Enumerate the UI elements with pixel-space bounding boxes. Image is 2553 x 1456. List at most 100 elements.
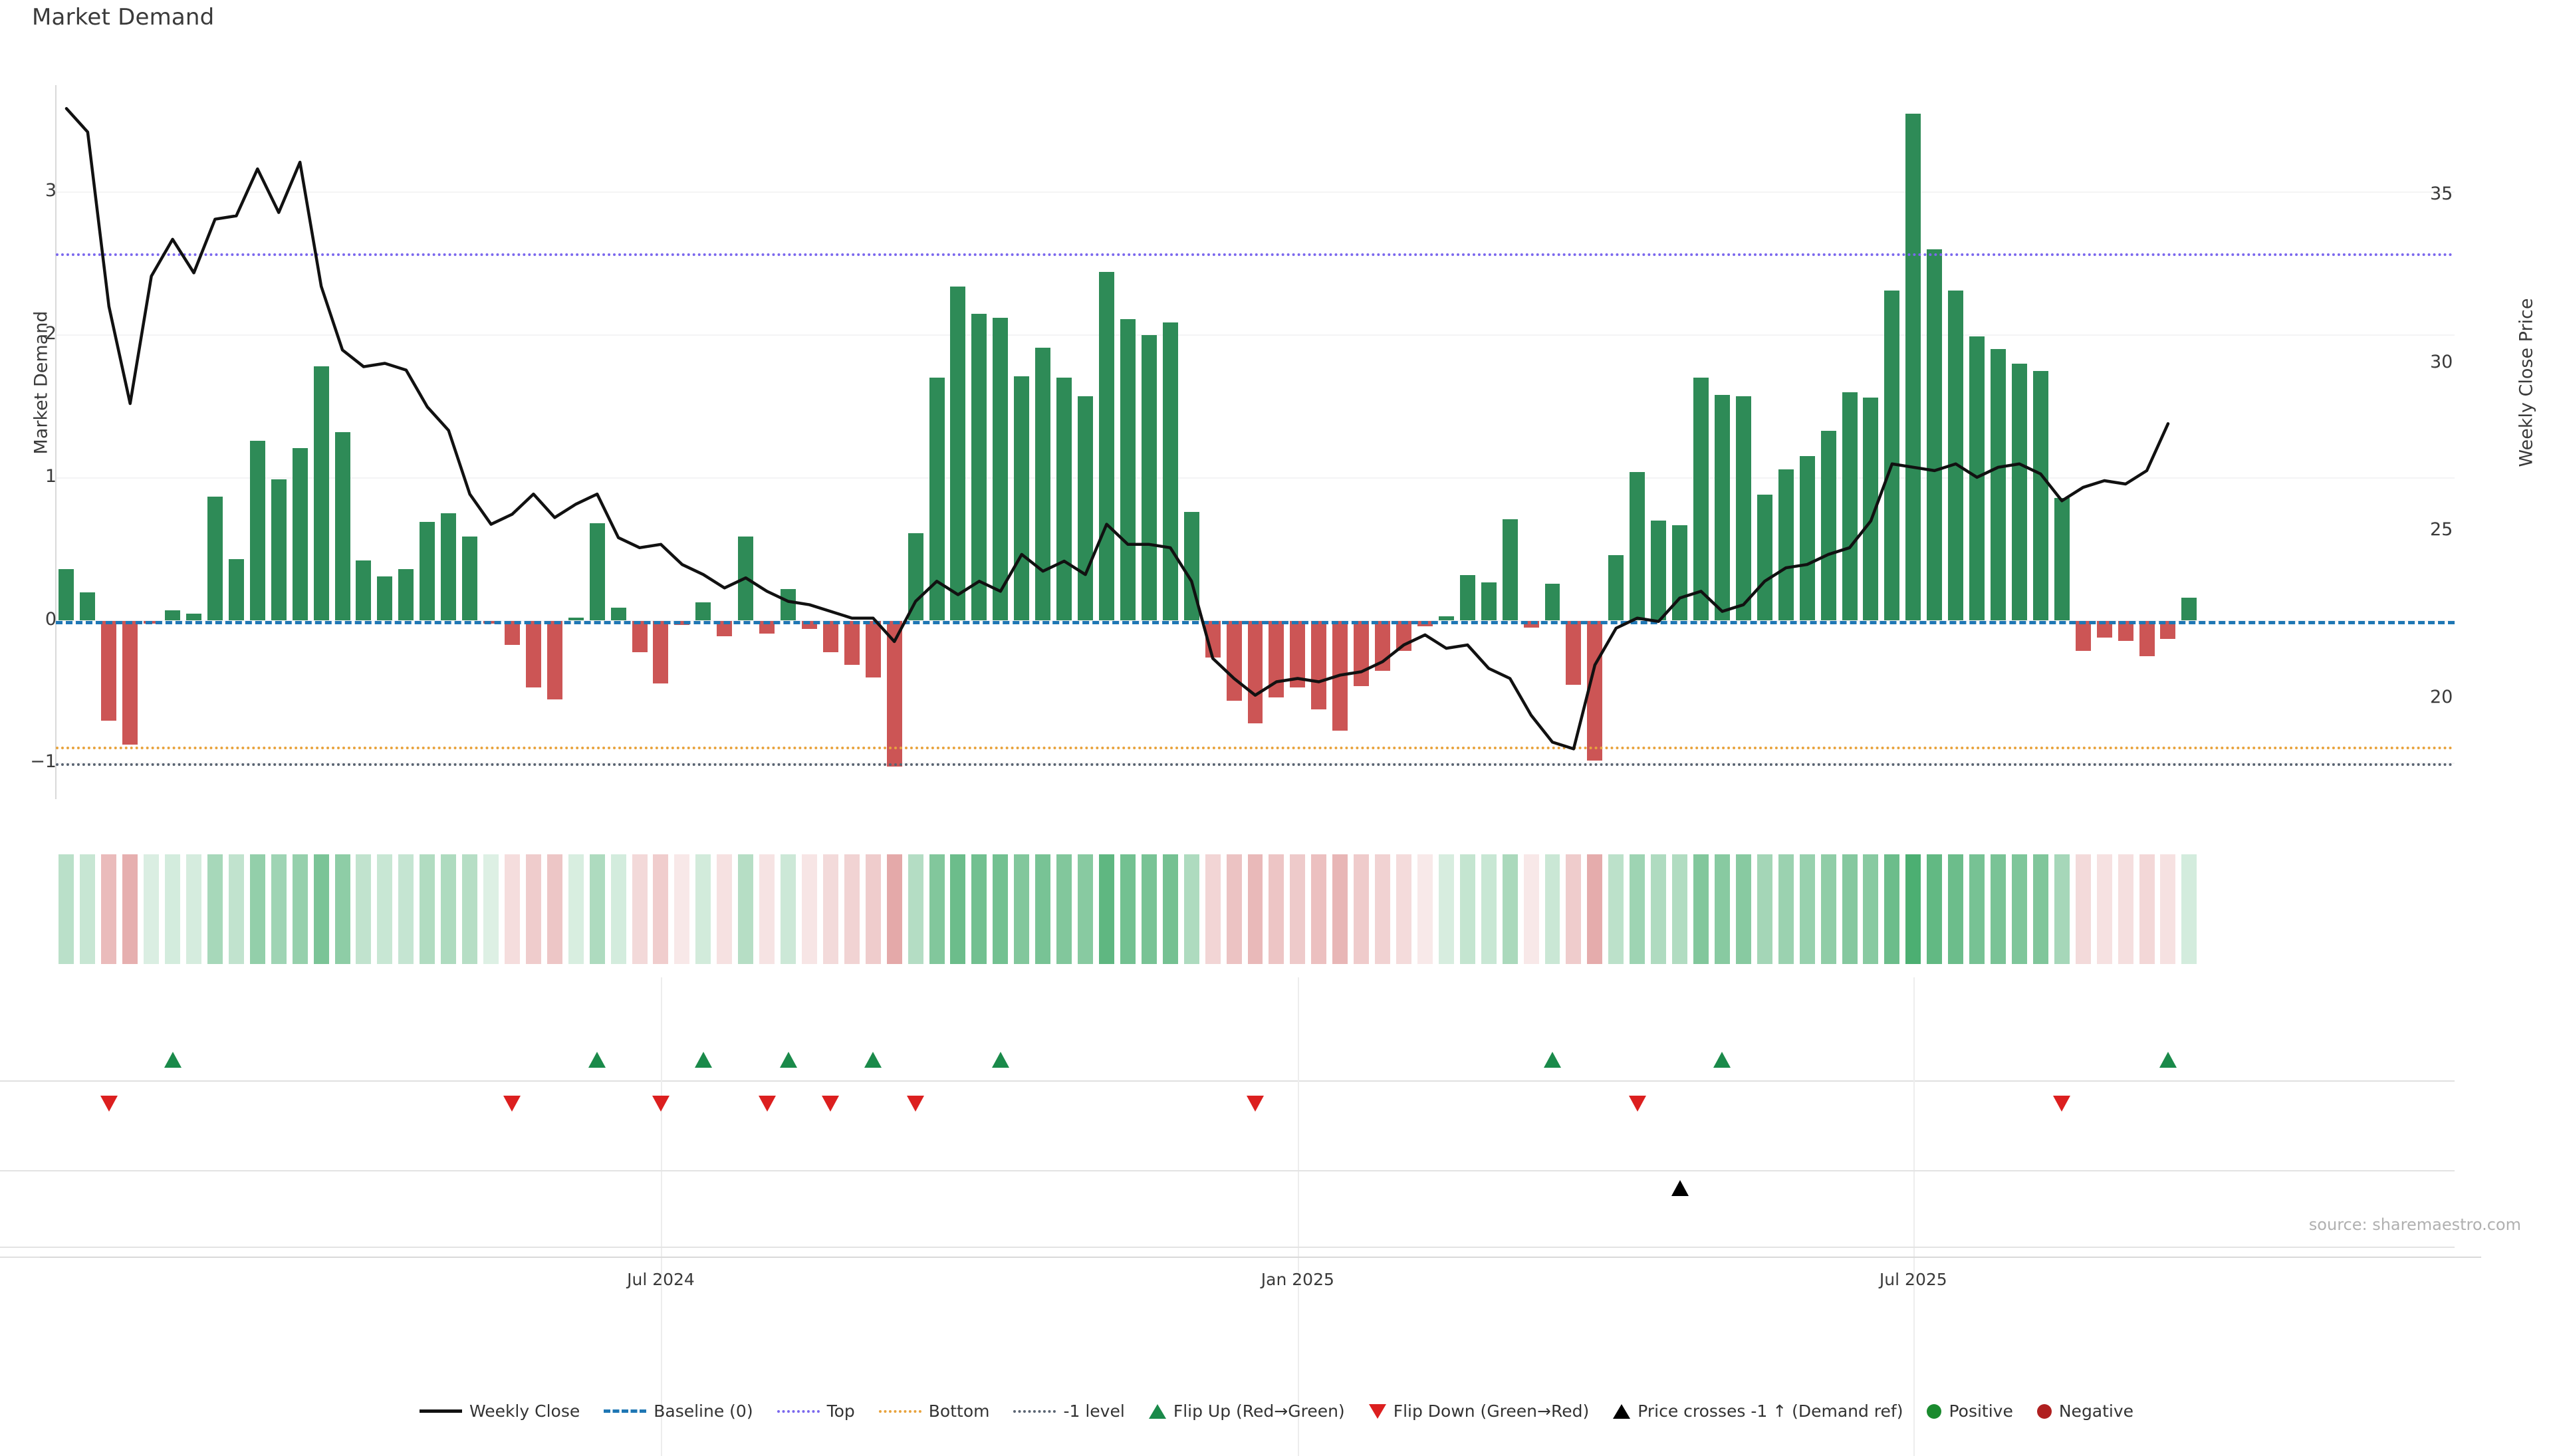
legend-item-baseline[interactable]: Baseline (0) <box>604 1401 753 1421</box>
intensity-cell <box>1544 854 1560 964</box>
demand-bar <box>122 620 138 745</box>
intensity-cell <box>1820 854 1836 964</box>
intensity-cell <box>1396 854 1411 964</box>
legend-item-negative[interactable]: Negative <box>2036 1401 2133 1421</box>
demand-bar <box>547 620 562 699</box>
intensity-cell <box>1587 854 1603 964</box>
marker-rows-panel <box>0 977 2455 1456</box>
demand-bar <box>695 602 711 621</box>
legend-item-flip-down[interactable]: Flip Down (Green→Red) <box>1368 1401 1589 1421</box>
demand-bar <box>249 440 265 621</box>
intensity-cell <box>1842 854 1858 964</box>
demand-bar <box>971 313 987 621</box>
legend-item-minus-one-level[interactable]: -1 level <box>1013 1401 1125 1421</box>
y-axis-tick-left: 0 <box>45 608 57 630</box>
intensity-cell <box>1735 854 1751 964</box>
demand-bar <box>334 431 350 621</box>
demand-bar <box>504 620 520 646</box>
intensity-cell <box>1481 854 1497 964</box>
intensity-cell <box>717 854 733 964</box>
flip-down-marker-icon <box>503 1096 521 1112</box>
intensity-cell <box>632 854 648 964</box>
x-axis-tick: Jul 2024 <box>627 1270 695 1289</box>
reference-line <box>56 253 2455 257</box>
intensity-cell <box>504 854 520 964</box>
demand-bar <box>1630 472 1645 621</box>
top-dotted-icon <box>777 1409 820 1413</box>
demand-bar <box>1481 582 1497 621</box>
flip-up-marker-icon <box>588 1052 606 1068</box>
intensity-cell <box>589 854 605 964</box>
intensity-cell <box>1375 854 1391 964</box>
intensity-cell <box>207 854 223 964</box>
legend-item-bottom[interactable]: Bottom <box>878 1401 990 1421</box>
intensity-cell <box>292 854 308 964</box>
intensity-cell <box>1693 854 1709 964</box>
legend-item-price-crosses[interactable]: Price crosses -1 ↑ (Demand ref) <box>1613 1401 1903 1421</box>
intensity-cell <box>1523 854 1539 964</box>
legend-item-weekly-close[interactable]: Weekly Close <box>419 1401 580 1421</box>
legend-label: Top <box>826 1401 855 1421</box>
intensity-cell <box>420 854 435 964</box>
demand-bar <box>1799 456 1815 621</box>
separator-line <box>0 1170 2455 1171</box>
page-title: Market Demand <box>32 4 215 31</box>
y-axis-tick-left: 1 <box>45 465 57 487</box>
intensity-cell <box>1354 854 1370 964</box>
demand-bar <box>929 378 945 621</box>
gridline <box>56 191 2455 193</box>
intensity-cell <box>1141 854 1157 964</box>
legend-item-top[interactable]: Top <box>777 1401 855 1421</box>
intensity-cell <box>1502 854 1518 964</box>
legend-label: Bottom <box>928 1401 990 1421</box>
intensity-cell <box>993 854 1009 964</box>
demand-bar <box>1651 521 1667 621</box>
legend-item-positive[interactable]: Positive <box>1927 1401 2013 1421</box>
flip-up-marker-icon <box>1713 1052 1731 1068</box>
legend-item-flip-up[interactable]: Flip Up (Red→Green) <box>1148 1401 1345 1421</box>
flip-down-icon <box>1368 1403 1386 1419</box>
intensity-cell <box>1714 854 1730 964</box>
demand-bar <box>377 576 393 621</box>
demand-bar <box>2054 497 2070 621</box>
demand-bar <box>2075 620 2091 651</box>
demand-bar <box>1842 392 1858 621</box>
x-axis-line <box>40 1257 2481 1258</box>
demand-bar <box>1247 620 1263 724</box>
weekly-close-line <box>64 107 2170 751</box>
x-gridline <box>1913 977 1915 1456</box>
intensity-cell <box>249 854 265 964</box>
intensity-cell <box>971 854 987 964</box>
intensity-cell <box>2011 854 2027 964</box>
intensity-cell <box>1672 854 1688 964</box>
intensity-cell <box>483 854 499 964</box>
intensity-cell <box>377 854 393 964</box>
demand-bar <box>1141 334 1157 621</box>
intensity-cell <box>908 854 923 964</box>
intensity-cell <box>1120 854 1136 964</box>
demand-bar <box>271 479 287 621</box>
flip-down-marker-icon <box>100 1096 118 1112</box>
intensity-cell <box>334 854 350 964</box>
intensity-cell <box>2032 854 2048 964</box>
demand-bar <box>1757 495 1772 621</box>
flip-up-marker-icon <box>864 1052 882 1068</box>
intensity-cell <box>1991 854 2006 964</box>
intensity-cell <box>929 854 945 964</box>
demand-bar <box>822 620 838 652</box>
intensity-cell <box>844 854 860 964</box>
intensity-cell <box>865 854 881 964</box>
intensity-cell <box>2181 854 2197 964</box>
intensity-cell <box>1290 854 1306 964</box>
demand-bar <box>1735 396 1751 621</box>
intensity-cell <box>1162 854 1178 964</box>
intensity-cell <box>950 854 966 964</box>
demand-bar <box>568 618 584 621</box>
flip-down-marker-icon <box>652 1096 669 1112</box>
demand-bar <box>1035 348 1051 621</box>
x-gridline <box>1297 977 1299 1456</box>
intensity-cell <box>1226 854 1242 964</box>
intensity-cell <box>1014 854 1030 964</box>
intensity-cell <box>59 854 74 964</box>
intensity-cell <box>2160 854 2176 964</box>
